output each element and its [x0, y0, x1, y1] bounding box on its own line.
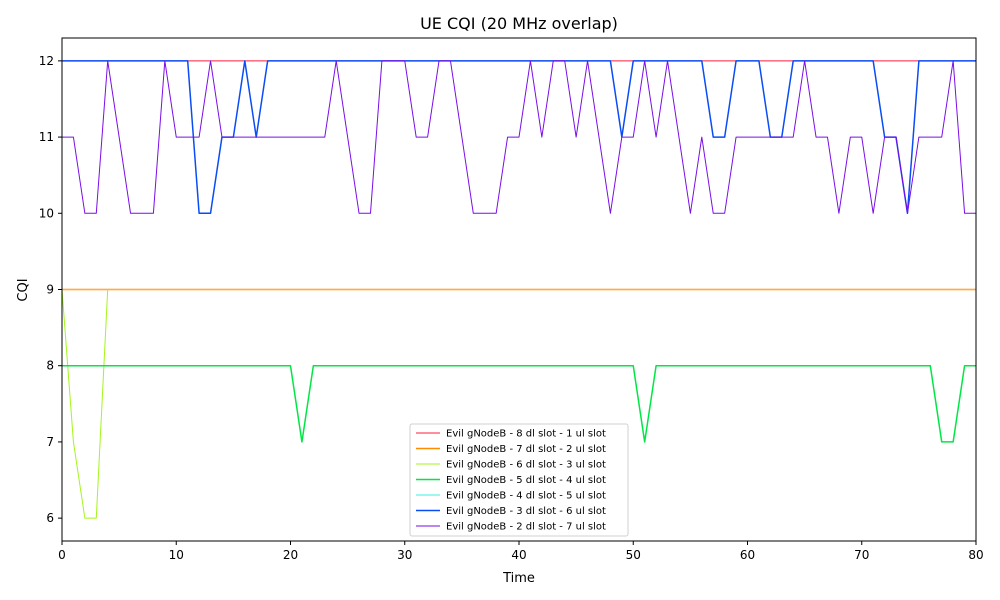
- x-tick-label: 50: [626, 548, 641, 562]
- x-tick-label: 20: [283, 548, 298, 562]
- legend-label-6: Evil gNodeB - 3 dl slot - 6 ul slot: [446, 506, 606, 517]
- x-tick-label: 70: [854, 548, 869, 562]
- x-tick-label: 0: [58, 548, 66, 562]
- legend-label-5: Evil gNodeB - 4 dl slot - 5 ul slot: [446, 491, 606, 502]
- legend: Evil gNodeB - 8 dl slot - 1 ul slot Evil …: [409, 423, 629, 537]
- series-line-7: [62, 60, 976, 214]
- y-tick-label: 6: [46, 511, 54, 525]
- y-tick-label: 12: [39, 54, 54, 68]
- series-line-4: [62, 364, 976, 443]
- legend-label-7: Evil gNodeB - 2 dl slot - 7 ul slot: [446, 522, 606, 533]
- chart-title: UE CQI (20 MHz overlap): [420, 14, 618, 33]
- y-tick-label: 9: [46, 283, 54, 297]
- y-tick-label: 11: [39, 130, 54, 144]
- y-axis-title: CQI: [16, 278, 31, 301]
- y-axis-ticks: 6 7 8 9 10 11 12: [39, 54, 62, 525]
- x-tick-label: 80: [968, 548, 983, 562]
- y-tick-label: 7: [46, 435, 54, 449]
- plot-lines: [61, 60, 976, 519]
- legend-label-2: Evil gNodeB - 7 dl slot - 2 ul slot: [446, 444, 606, 455]
- legend-box: [409, 423, 629, 537]
- legend-label-3: Evil gNodeB - 6 dl slot - 3 ul slot: [446, 460, 606, 471]
- x-tick-label: 60: [740, 548, 755, 562]
- x-tick-label: 10: [169, 548, 184, 562]
- legend-label-4: Evil gNodeB - 5 dl slot - 4 ul slot: [446, 475, 606, 486]
- y-tick-label: 10: [39, 206, 54, 220]
- legend-label-1: Evil gNodeB - 8 dl slot - 1 ul slot: [446, 429, 606, 440]
- x-tick-label: 40: [511, 548, 526, 562]
- x-tick-label: 30: [397, 548, 412, 562]
- y-tick-label: 8: [46, 359, 54, 373]
- legend-items: Evil gNodeB - 8 dl slot - 1 ul slot Evil …: [416, 429, 606, 533]
- x-axis-ticks: 0 10 20 30 40 50 60 70 80: [58, 541, 984, 562]
- x-axis-title: Time: [502, 571, 535, 586]
